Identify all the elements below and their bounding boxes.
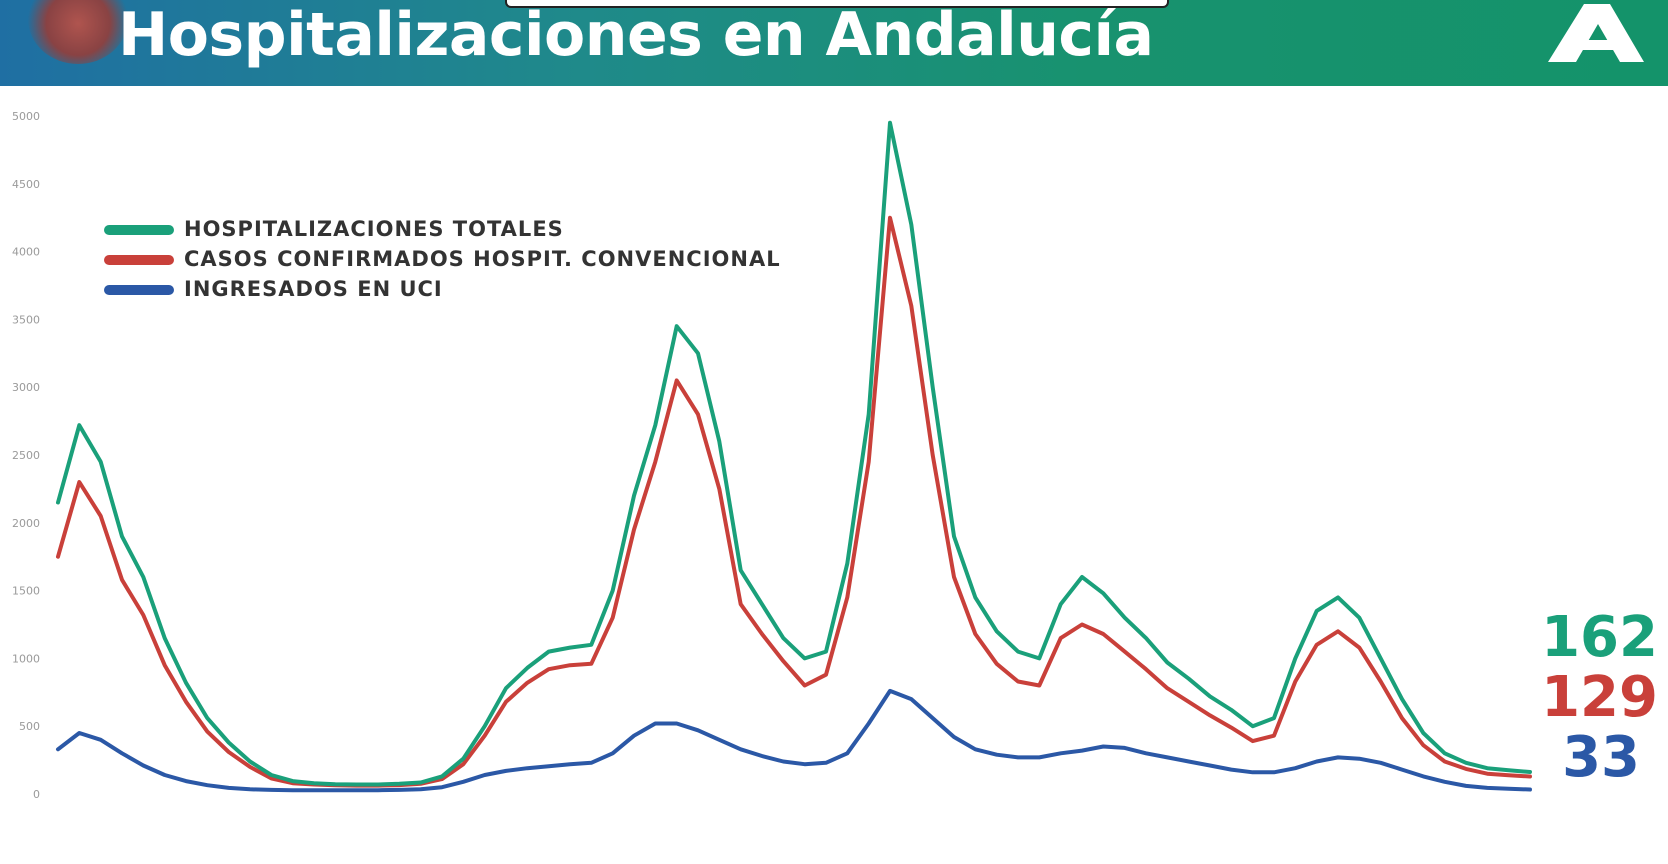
series-line-1 [56, 215, 1532, 788]
y-tick-label: 3500 [12, 313, 40, 326]
header-banner: Hospitalizaciones en Andalucía [0, 0, 1668, 86]
y-tick-label: 3000 [12, 381, 40, 394]
legend-label-totales: HOSPITALIZACIONES TOTALES [184, 217, 564, 241]
y-tick-label: 4000 [12, 246, 40, 259]
legend-swatch-confirmados [104, 255, 174, 265]
end-label-uci: 33 [1562, 725, 1640, 790]
series-line-0 [56, 120, 1532, 787]
legend-label-confirmados: CASOS CONFIRMADOS HOSPIT. CONVENCIONAL [184, 247, 781, 271]
y-tick-label: 1000 [12, 652, 40, 665]
legend-label-uci: INGRESADOS EN UCI [184, 277, 443, 301]
y-tick-label: 1500 [12, 585, 40, 598]
virus-icon [28, 0, 128, 64]
y-tick-label: 2000 [12, 517, 40, 530]
y-tick-label: 500 [19, 720, 40, 733]
junta-andalucia-logo-icon [1548, 4, 1644, 62]
y-tick-label: 0 [33, 788, 40, 801]
y-tick-label: 2500 [12, 449, 40, 462]
browser-top-bar [505, 0, 1169, 8]
y-tick-label: 5000 [12, 110, 40, 123]
y-tick-label: 4500 [12, 178, 40, 191]
hospitalizations-line-chart: 0 500 1000 1500 2000 2500 3000 3500 4000 4500 5000 [12, 110, 1532, 801]
legend-swatch-uci [104, 285, 174, 295]
legend-swatch-totales [104, 225, 174, 235]
end-label-totales: 162 [1541, 605, 1658, 670]
page-title: Hospitalizaciones en Andalucía [118, 0, 1154, 70]
series-line-2 [56, 688, 1532, 793]
end-label-confirmados: 129 [1541, 665, 1658, 730]
